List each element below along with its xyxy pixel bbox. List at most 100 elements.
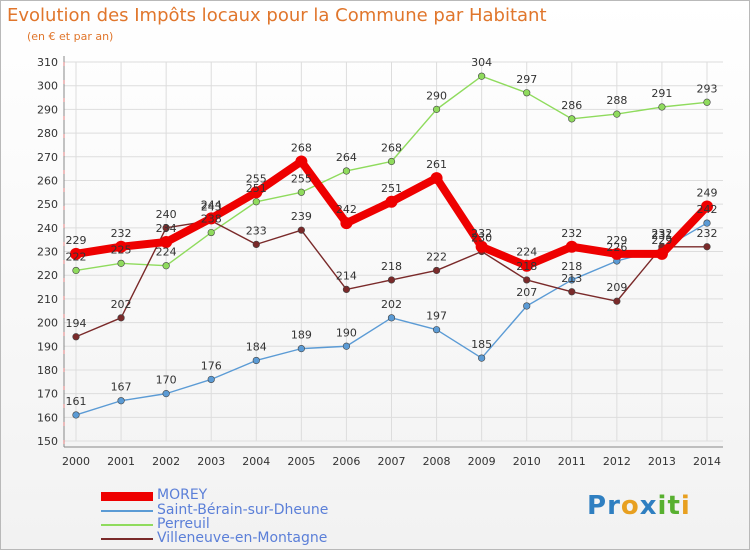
data-label: 304 [471, 56, 492, 69]
data-label: 202 [381, 298, 402, 311]
legend-label: Villeneuve-en-Montagne [157, 530, 328, 546]
data-label: 238 [201, 213, 222, 226]
data-label: 170 [156, 374, 177, 387]
data-point [340, 217, 353, 230]
y-tick-label: 190 [37, 340, 58, 353]
data-point [252, 198, 260, 206]
y-tick-label: 150 [37, 435, 58, 448]
data-point [342, 167, 351, 175]
logo-letter: o [620, 491, 640, 521]
logo-letter: P [587, 491, 608, 521]
data-label: 229 [66, 234, 87, 247]
data-label: 197 [426, 310, 447, 323]
data-point [610, 247, 623, 260]
data-label: 251 [246, 182, 267, 195]
data-label: 239 [291, 210, 312, 223]
data-label: 293 [697, 82, 718, 95]
data-label: 202 [111, 298, 132, 311]
y-tick-label: 160 [37, 411, 58, 424]
data-label: 288 [606, 94, 627, 107]
data-point [432, 266, 441, 275]
data-point [117, 397, 125, 405]
data-point [72, 333, 80, 341]
data-label: 161 [66, 395, 87, 408]
data-label: 291 [651, 87, 672, 100]
data-label: 229 [606, 234, 627, 247]
data-point [117, 314, 125, 322]
legend-swatch [101, 510, 153, 512]
data-point [478, 72, 486, 80]
data-point [162, 262, 170, 270]
y-tick-label: 200 [37, 317, 58, 330]
y-tick-label: 220 [37, 269, 58, 282]
data-label: 218 [516, 260, 537, 273]
chart-title: Evolution des Impôts locaux pour la Comm… [7, 5, 547, 26]
data-point [568, 115, 576, 123]
data-point [613, 110, 621, 118]
y-tick-label: 300 [37, 80, 58, 93]
data-label: 242 [336, 203, 357, 216]
data-point [162, 224, 170, 232]
legend-label: MOREY [157, 487, 208, 503]
data-label: 224 [516, 246, 537, 259]
data-label: 185 [471, 338, 492, 351]
data-label: 233 [246, 224, 267, 237]
data-label: 230 [471, 232, 492, 245]
x-tick-label: 2013 [648, 455, 676, 468]
data-point [72, 266, 80, 275]
data-point [658, 103, 666, 111]
logo-letter: i [657, 491, 668, 521]
data-label: 232 [697, 227, 718, 240]
data-point [520, 259, 533, 272]
data-label: 222 [426, 250, 447, 263]
data-point [207, 228, 215, 237]
x-tick-label: 2004 [242, 455, 270, 468]
data-point [613, 297, 621, 305]
legend-swatch [101, 492, 153, 501]
legend-swatch [101, 524, 153, 526]
data-label: 255 [291, 172, 312, 185]
data-label: 226 [606, 241, 627, 254]
data-point [252, 356, 260, 365]
x-tick-label: 2007 [378, 455, 406, 468]
data-point [565, 240, 578, 253]
x-tick-label: 2001 [107, 455, 135, 468]
data-point [523, 302, 531, 310]
data-label: 207 [516, 286, 537, 299]
data-point [523, 89, 531, 97]
x-tick-label: 2011 [558, 455, 586, 468]
data-label: 240 [156, 208, 177, 221]
data-label: 224 [156, 246, 177, 259]
data-label: 218 [561, 260, 582, 273]
data-point [568, 276, 576, 284]
y-tick-label: 180 [37, 364, 58, 377]
data-point [568, 288, 576, 296]
data-point [297, 188, 305, 196]
y-tick-label: 270 [37, 151, 58, 164]
data-label: 249 [697, 186, 718, 199]
data-label: 222 [66, 250, 87, 263]
data-point [72, 411, 80, 419]
data-point [250, 186, 263, 199]
logo-letter: t [667, 491, 681, 521]
x-tick-label: 2003 [197, 455, 225, 468]
y-tick-label: 250 [37, 198, 58, 211]
x-tick-label: 2009 [468, 455, 496, 468]
data-label: 232 [561, 227, 582, 240]
data-point [523, 276, 531, 284]
logo-letter: r [607, 491, 621, 521]
y-tick-label: 240 [37, 222, 58, 235]
x-tick-label: 2014 [693, 455, 721, 468]
data-label: 176 [201, 359, 222, 372]
data-label: 232 [651, 227, 672, 240]
x-tick-label: 2012 [603, 455, 631, 468]
y-tick-label: 230 [37, 246, 58, 259]
data-label: 251 [381, 182, 402, 195]
logo-letter: x [639, 491, 658, 521]
data-label: 232 [471, 227, 492, 240]
x-tick-label: 2005 [287, 455, 315, 468]
data-point [701, 200, 713, 213]
data-label: 297 [516, 73, 537, 86]
